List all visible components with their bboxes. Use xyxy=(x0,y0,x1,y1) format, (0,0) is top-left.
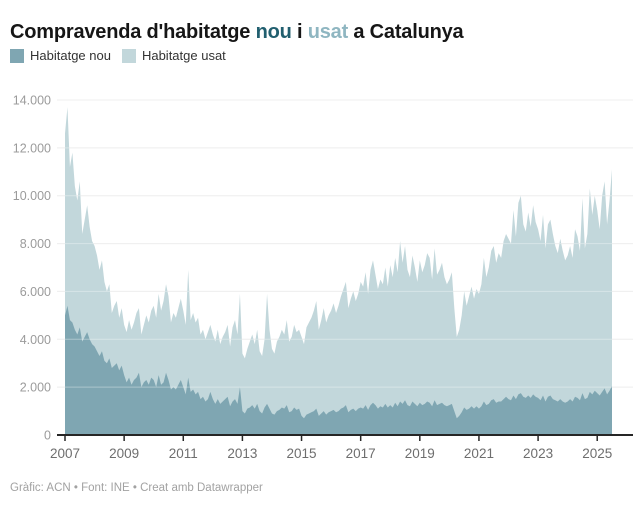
x-tick-label: 2013 xyxy=(227,446,257,461)
y-tick-label: 12.000 xyxy=(13,141,51,155)
x-tick-label: 2009 xyxy=(109,446,139,461)
y-tick-label: 8.000 xyxy=(20,237,51,251)
page-title: Compravenda d'habitatge nou i usat a Cat… xyxy=(10,21,630,44)
y-tick-label: 6.000 xyxy=(20,285,51,299)
title-word-usat: usat xyxy=(307,21,349,44)
x-tick-label: 2011 xyxy=(169,446,198,461)
legend-swatch-nou xyxy=(10,48,24,63)
legend-label-usat: Habitatge usat xyxy=(141,48,226,63)
legend: Habitatge nou Habitatge usat xyxy=(10,48,226,63)
x-tick-label: 2023 xyxy=(523,446,553,461)
title-part1: Compravenda d'habitatge xyxy=(10,21,256,44)
legend-label-nou: Habitatge nou xyxy=(30,48,111,63)
x-tick-label: 2025 xyxy=(582,446,612,461)
area-habitatge-nou xyxy=(65,305,612,435)
x-tick-label: 2019 xyxy=(405,446,435,461)
legend-item-nou: Habitatge nou xyxy=(10,48,111,63)
y-tick-label: 4.000 xyxy=(20,333,51,347)
legend-swatch-usat xyxy=(121,48,136,63)
x-tick-label: 2015 xyxy=(287,446,317,461)
chart-footer: Gràfic: ACN • Font: INE • Creat amb Data… xyxy=(10,482,263,494)
datawrapper-link[interactable]: Creat amb Datawrapper xyxy=(140,482,263,494)
y-tick-label: 2.000 xyxy=(20,381,51,395)
x-tick-label: 2017 xyxy=(346,446,376,461)
y-tick-label: 10.000 xyxy=(13,189,51,203)
title-word-nou: nou xyxy=(255,21,292,44)
footer-credit: Gràfic: ACN • Font: INE • xyxy=(10,482,141,494)
x-tick-label: 2007 xyxy=(50,446,80,461)
area-habitatge-usat xyxy=(65,107,612,436)
y-tick-label: 0 xyxy=(44,429,51,443)
title-part2: a Catalunya xyxy=(348,21,464,44)
legend-item-usat: Habitatge usat xyxy=(121,48,226,63)
y-tick-label: 14.000 xyxy=(13,94,51,108)
title-sep: i xyxy=(291,21,308,44)
x-tick-label: 2021 xyxy=(464,446,494,461)
